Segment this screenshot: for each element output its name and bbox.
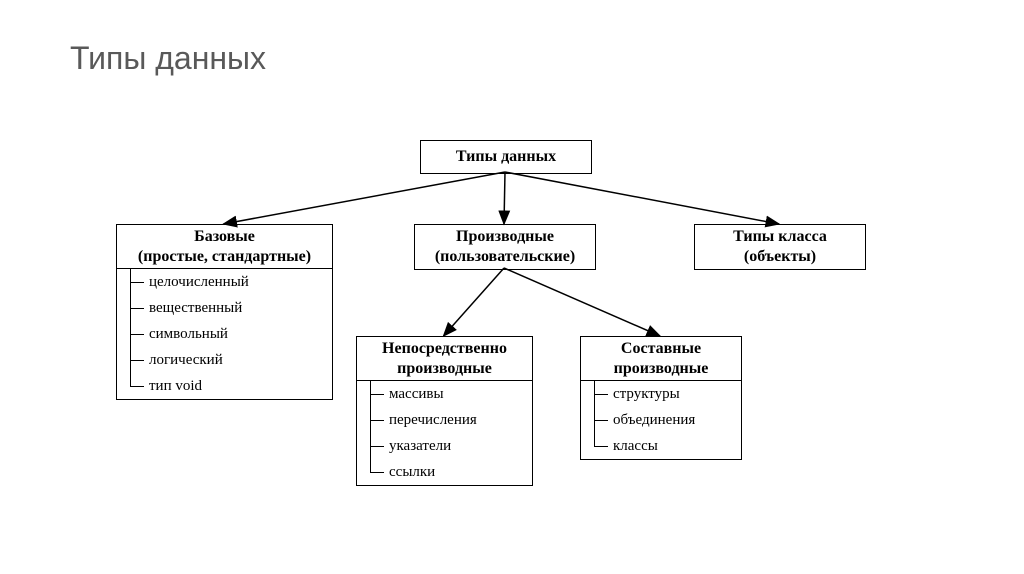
edge [224,172,506,224]
list-item: перечисления [357,407,532,433]
list-item-label: символьный [145,326,228,343]
list-item-label: указатели [385,438,451,455]
tree-tick-icon [357,459,385,485]
node-line: (пользовательские) [435,247,575,267]
list-item: классы [581,433,741,459]
list-item-label: вещественный [145,300,242,317]
node-line: производные [397,359,492,379]
tree-tick-icon [357,433,385,459]
tree-tick-icon [581,433,609,459]
node-line: Базовые [194,227,255,247]
node-line: Типы класса [733,227,827,247]
list-item: логический [117,347,332,373]
list-item: структуры [581,381,741,407]
list-basic: целочисленный вещественный символьный логич… [116,268,333,400]
list-item-label: перечисления [385,412,477,429]
node-line: Непосредственно [382,339,507,359]
tree-tick-icon [117,347,145,373]
edge [505,172,779,224]
tree-tick-icon [581,381,609,407]
list-item-label: классы [609,438,658,455]
tree-tick-icon [357,381,385,407]
edge [504,172,505,224]
node-line: производные [614,359,709,379]
tree-tick-icon [117,295,145,321]
tree-tick-icon [581,407,609,433]
list-item-label: тип void [145,378,202,395]
list-item-label: массивы [385,386,444,403]
node-line: Составные [621,339,701,359]
list-item-label: ссылки [385,464,435,481]
node-line: Производные [456,227,554,247]
tree-tick-icon [117,321,145,347]
edge [444,268,505,336]
node-class: Типы класса(объекты) [694,224,866,270]
node-basic: Базовые(простые, стандартные) [116,224,333,270]
list-item: целочисленный [117,269,332,295]
node-compound: Составныепроизводные [580,336,742,382]
page-title: Типы данных [70,40,266,77]
tree-tick-icon [117,373,145,399]
tree-tick-icon [357,407,385,433]
slide: Типы данных Типы данных Базовые(простые,… [0,0,1024,574]
tree-tick-icon [117,269,145,295]
edge [504,268,660,336]
node-line: Типы данных [456,147,556,167]
list-item-label: логический [145,352,223,369]
list-item: тип void [117,373,332,399]
list-item: массивы [357,381,532,407]
node-line: (простые, стандартные) [138,247,311,267]
list-item-label: целочисленный [145,274,249,291]
node-line: (объекты) [744,247,816,267]
node-derived: Производные(пользовательские) [414,224,596,270]
list-compound: структуры объединения классы [580,380,742,460]
list-item: объединения [581,407,741,433]
node-direct: Непосредственнопроизводные [356,336,533,382]
list-item: ссылки [357,459,532,485]
node-root: Типы данных [420,140,592,174]
list-item-label: объединения [609,412,695,429]
list-item: указатели [357,433,532,459]
list-item: вещественный [117,295,332,321]
list-item-label: структуры [609,386,680,403]
list-direct: массивы перечисления указатели ссылки [356,380,533,486]
list-item: символьный [117,321,332,347]
